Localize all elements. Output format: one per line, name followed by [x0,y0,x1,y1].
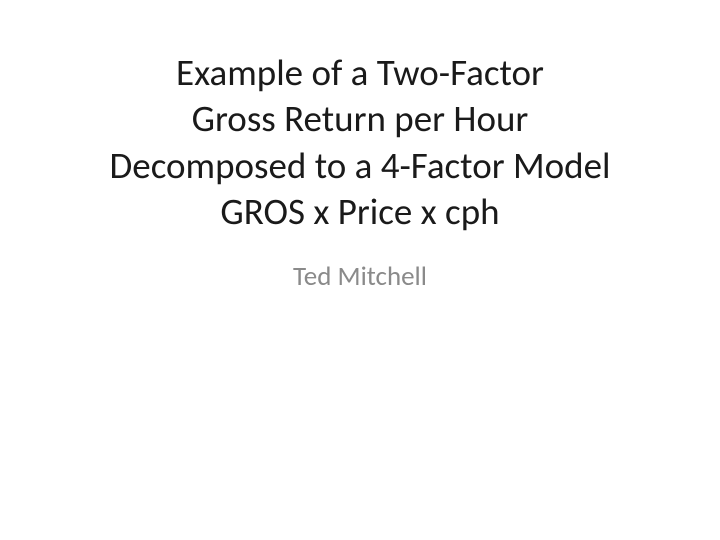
title-line-3: Decomposed to a 4-Factor Model [110,143,611,188]
slide-title: Example of a Two-Factor Gross Return per… [0,50,720,235]
title-line-4: GROS x Price x cph [220,189,499,234]
title-line-2: Gross Return per Hour [192,96,529,141]
title-line-1: Example of a Two-Factor [176,50,544,95]
slide-container: Example of a Two-Factor Gross Return per… [0,0,720,540]
slide-subtitle: Ted Mitchell [0,259,720,294]
